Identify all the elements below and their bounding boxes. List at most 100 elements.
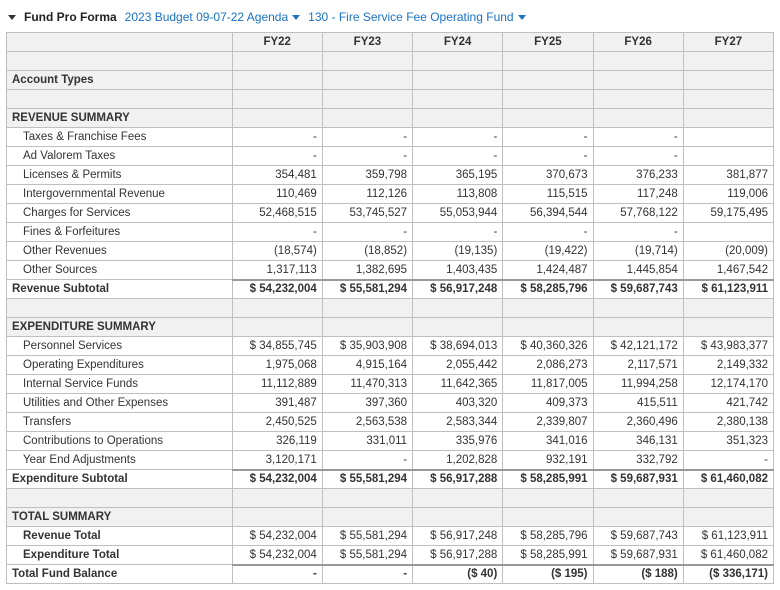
cell-value: 1,317,113: [232, 261, 322, 280]
cell-value: -: [232, 147, 322, 166]
cell-value: 112,126: [322, 185, 412, 204]
cell-value: [413, 489, 503, 508]
row-label: Fines & Forfeitures: [7, 223, 233, 242]
table-row: Contributions to Operations326,119331,01…: [7, 432, 774, 451]
cell-value: 381,877: [683, 166, 773, 185]
cell-value: 2,380,138: [683, 413, 773, 432]
row-label: Personnel Services: [7, 337, 233, 356]
budget-dropdown[interactable]: 2023 Budget 09-07-22 Agenda: [125, 10, 300, 24]
cell-value: 11,642,365: [413, 375, 503, 394]
cell-value: -: [593, 147, 683, 166]
row-label: Revenue Subtotal: [7, 280, 233, 299]
cell-value: $ 55,581,294: [322, 470, 412, 489]
cell-value: 57,768,122: [593, 204, 683, 223]
cell-value: 403,320: [413, 394, 503, 413]
cell-value: $ 54,232,004: [232, 280, 322, 299]
cell-value: [593, 508, 683, 527]
cell-value: 53,745,527: [322, 204, 412, 223]
cell-value: [232, 90, 322, 109]
cell-value: $ 34,855,745: [232, 337, 322, 356]
cell-value: ($ 336,171): [683, 565, 773, 584]
cell-value: $ 59,687,931: [593, 470, 683, 489]
cell-value: 365,195: [413, 166, 503, 185]
fund-dropdown[interactable]: 130 - Fire Service Fee Operating Fund: [308, 10, 525, 24]
cell-value: [413, 109, 503, 128]
section-row: TOTAL SUMMARY: [7, 508, 774, 527]
cell-value: [232, 52, 322, 71]
cell-value: 11,470,313: [322, 375, 412, 394]
table-row: Expenditure Total$ 54,232,004$ 55,581,29…: [7, 546, 774, 565]
cell-value: 117,248: [593, 185, 683, 204]
cell-value: [413, 299, 503, 318]
cell-value: 55,053,944: [413, 204, 503, 223]
row-label: Transfers: [7, 413, 233, 432]
row-label: Other Revenues: [7, 242, 233, 261]
cell-value: 1,445,854: [593, 261, 683, 280]
table-row: Ad Valorem Taxes-----: [7, 147, 774, 166]
row-label: Expenditure Subtotal: [7, 470, 233, 489]
cell-value: [413, 508, 503, 527]
collapse-icon[interactable]: [8, 15, 16, 20]
cell-value: [683, 52, 773, 71]
cell-value: [503, 508, 593, 527]
cell-value: [593, 71, 683, 90]
col-header: FY22: [232, 33, 322, 52]
cell-value: 2,583,344: [413, 413, 503, 432]
cell-value: [322, 109, 412, 128]
section-label: [7, 90, 233, 109]
cell-value: 2,563,538: [322, 413, 412, 432]
cell-value: [322, 71, 412, 90]
table-row: Internal Service Funds11,112,88911,470,3…: [7, 375, 774, 394]
cell-value: [413, 318, 503, 337]
cell-value: [322, 299, 412, 318]
cell-value: [413, 52, 503, 71]
cell-value: 326,119: [232, 432, 322, 451]
cell-value: -: [232, 223, 322, 242]
table-row: Other Sources1,317,1131,382,6951,403,435…: [7, 261, 774, 280]
table-row: Intergovernmental Revenue110,469112,1261…: [7, 185, 774, 204]
budget-dropdown-label: 2023 Budget 09-07-22 Agenda: [125, 10, 288, 24]
cell-value: [593, 52, 683, 71]
cell-value: [503, 299, 593, 318]
row-label: Expenditure Total: [7, 546, 233, 565]
cell-value: -: [322, 451, 412, 470]
row-label: Revenue Total: [7, 527, 233, 546]
cell-value: [322, 489, 412, 508]
cell-value: [593, 109, 683, 128]
table-row: Expenditure Subtotal$ 54,232,004$ 55,581…: [7, 470, 774, 489]
cell-value: ($ 188): [593, 565, 683, 584]
cell-value: [683, 223, 773, 242]
section-row: REVENUE SUMMARY: [7, 109, 774, 128]
cell-value: 119,006: [683, 185, 773, 204]
cell-value: $ 56,917,288: [413, 546, 503, 565]
table-row: Licenses & Permits354,481359,798365,1953…: [7, 166, 774, 185]
table-row: Revenue Subtotal$ 54,232,004$ 55,581,294…: [7, 280, 774, 299]
cell-value: [593, 489, 683, 508]
cell-value: 59,175,495: [683, 204, 773, 223]
cell-value: [503, 90, 593, 109]
table-row: Charges for Services52,468,51553,745,527…: [7, 204, 774, 223]
cell-value: $ 54,232,004: [232, 527, 322, 546]
row-label: Charges for Services: [7, 204, 233, 223]
cell-value: [322, 508, 412, 527]
cell-value: [683, 128, 773, 147]
cell-value: -: [593, 128, 683, 147]
table-row: Other Revenues(18,574)(18,852)(19,135)(1…: [7, 242, 774, 261]
col-header: FY23: [322, 33, 412, 52]
section-row: Account Types: [7, 71, 774, 90]
cell-value: 376,233: [593, 166, 683, 185]
cell-value: $ 38,694,013: [413, 337, 503, 356]
cell-value: $ 61,123,911: [683, 527, 773, 546]
row-label: Taxes & Franchise Fees: [7, 128, 233, 147]
section-row: [7, 52, 774, 71]
cell-value: 932,191: [503, 451, 593, 470]
cell-value: $ 58,285,991: [503, 546, 593, 565]
cell-value: 110,469: [232, 185, 322, 204]
cell-value: [683, 109, 773, 128]
cell-value: $ 56,917,288: [413, 470, 503, 489]
cell-value: 1,403,435: [413, 261, 503, 280]
section-label: Account Types: [7, 71, 233, 90]
col-header: FY26: [593, 33, 683, 52]
cell-value: -: [413, 223, 503, 242]
cell-value: [683, 508, 773, 527]
